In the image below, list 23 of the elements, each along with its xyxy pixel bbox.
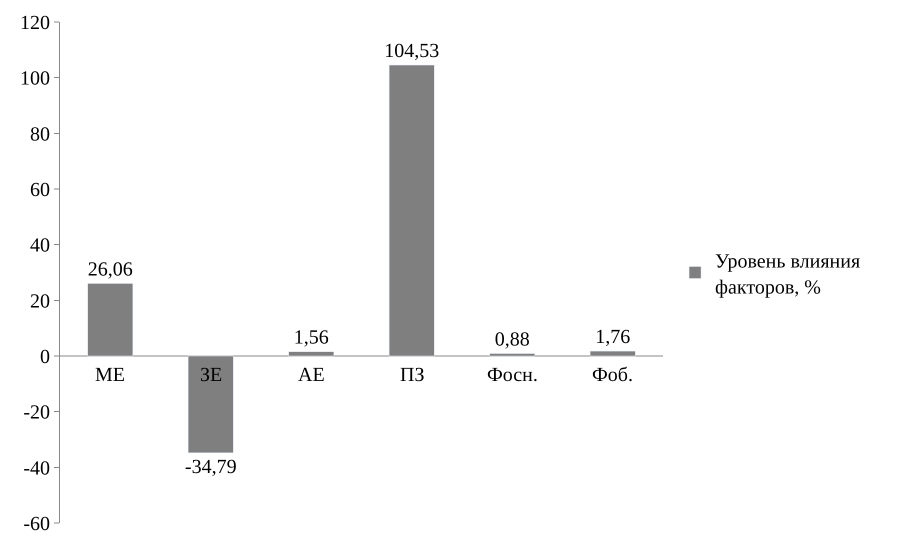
y-tick-label: -60 <box>23 513 50 535</box>
x-tick-label: Фосн. <box>487 364 538 386</box>
data-label: 26,06 <box>88 258 133 280</box>
y-tick-label: 120 <box>20 12 50 34</box>
data-label: 0,88 <box>494 328 530 351</box>
y-tick-label: 60 <box>30 179 50 201</box>
data-label: 1,56 <box>294 326 329 349</box>
y-tick-label: -20 <box>23 402 50 424</box>
data-label: 1,76 <box>595 326 630 348</box>
y-tick-label: 20 <box>30 290 50 312</box>
x-tick-label: МЕ <box>95 364 125 386</box>
y-tick-label: 0 <box>40 346 50 368</box>
legend-label: Уровень влияния факторов, % <box>715 250 860 298</box>
y-tick-label: -40 <box>23 457 50 480</box>
y-tick-label: 100 <box>20 68 50 90</box>
x-tick-label: ЗЕ <box>200 364 222 386</box>
y-tick-label: 80 <box>30 123 50 146</box>
data-label: 104,53 <box>384 40 440 62</box>
y-tick-label: 40 <box>30 234 50 257</box>
x-tick-label: АЕ <box>298 364 325 386</box>
x-tick-label: ПЗ <box>400 364 424 386</box>
data-label: -34,79 <box>184 456 237 478</box>
x-tick-label: Фоб. <box>592 364 633 386</box>
